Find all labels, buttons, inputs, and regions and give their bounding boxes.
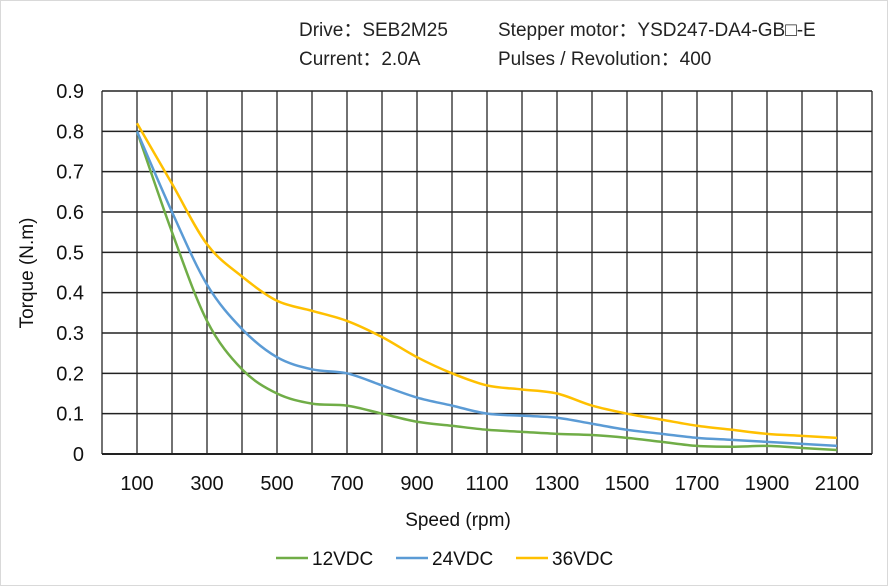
drive-label: Drive：SEB2M25 <box>299 20 448 41</box>
series-line-24VDC <box>135 130 838 448</box>
x-tick-label: 1300 <box>535 473 580 495</box>
x-tick-label: 2100 <box>815 473 860 495</box>
y-tick-label: 0.6 <box>56 202 84 224</box>
x-tick-label: 500 <box>260 473 293 495</box>
x-axis-label: Speed (rpm) <box>405 510 511 531</box>
y-tick-label: 0 <box>73 444 84 466</box>
y-tick-label: 0.5 <box>56 242 84 264</box>
current-label: Current：2.0A <box>299 49 421 70</box>
legend-label: 12VDC <box>312 549 373 570</box>
y-tick-label: 0.2 <box>56 363 84 385</box>
legend-label: 24VDC <box>432 549 493 570</box>
y-tick-label: 0.3 <box>56 323 84 345</box>
legend-label: 36VDC <box>552 549 613 570</box>
x-tick-label: 300 <box>190 473 223 495</box>
series-line-36VDC <box>135 122 838 440</box>
y-tick-label: 0.4 <box>56 283 84 305</box>
x-tick-label: 1900 <box>745 473 790 495</box>
pulses-label: Pulses / Revolution：400 <box>498 49 712 70</box>
x-tick-label: 1100 <box>465 473 508 495</box>
y-tick-label: 0.9 <box>56 81 84 103</box>
y-tick-label: 0.8 <box>56 121 84 143</box>
motor-label: Stepper motor：YSD247-DA4-GB□-E <box>498 20 816 41</box>
y-tick-label: 0.1 <box>56 404 84 426</box>
x-tick-label: 700 <box>330 473 363 495</box>
x-tick-label: 1700 <box>675 473 720 495</box>
x-tick-label: 1500 <box>605 473 650 495</box>
legend: 12VDC 24VDC 36VDC <box>276 549 613 570</box>
series-line-12VDC <box>135 130 838 452</box>
x-tick-label: 900 <box>400 473 433 495</box>
y-axis-label: Torque (N.m) <box>17 218 38 329</box>
y-tick-label: 0.7 <box>56 162 84 184</box>
x-tick-label: 100 <box>120 473 153 495</box>
